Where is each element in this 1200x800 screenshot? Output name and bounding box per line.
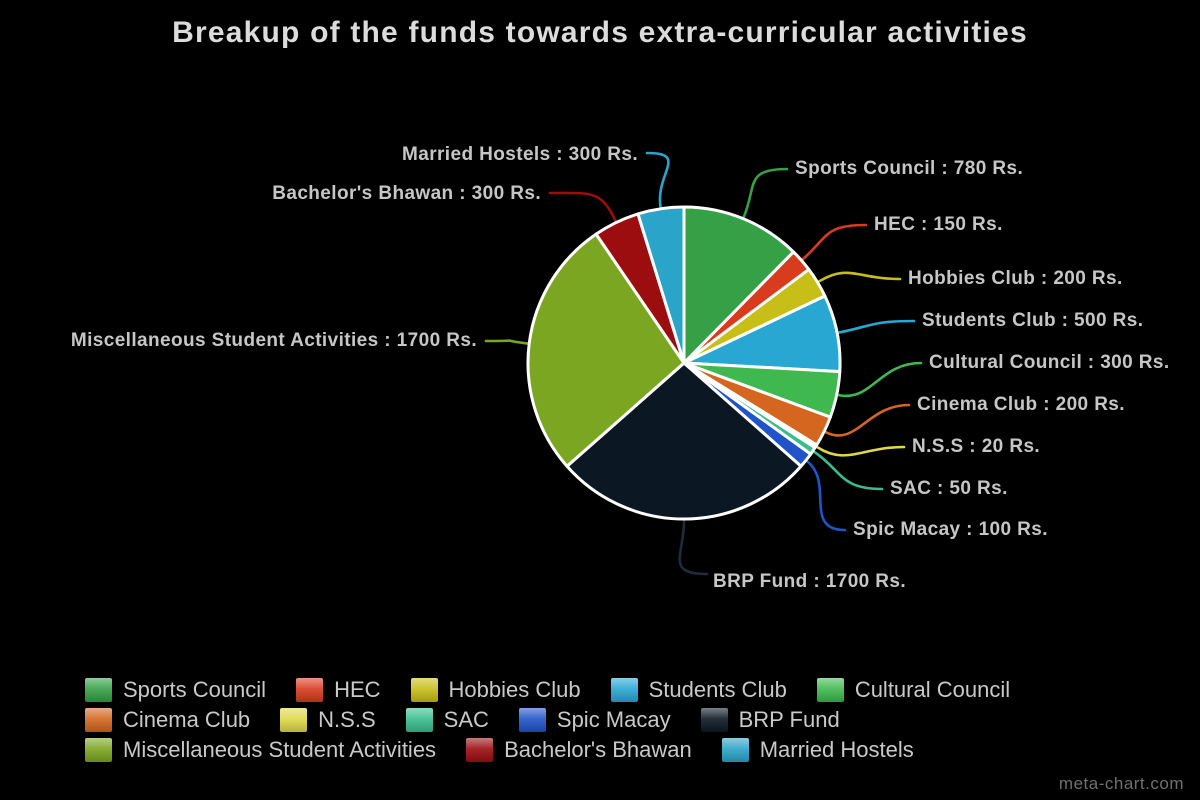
legend-item-students-club: Students Club: [610, 677, 787, 703]
legend-swatch-brp-fund: [700, 708, 728, 732]
callout-brp-fund: BRP Fund : 1700 Rs.: [713, 571, 907, 592]
legend-label-cinema-club: Cinema Club: [123, 707, 251, 732]
legend-item-brp-fund: BRP Fund: [700, 707, 840, 733]
leader-line-bachelor-s-bhawan: [548, 191, 617, 222]
legend-item-married-hostels: Married Hostels: [721, 737, 914, 763]
legend-label-hec: HEC: [334, 677, 381, 702]
legend-swatch-spic-macay: [518, 708, 546, 732]
leader-line-hobbies-club: [817, 271, 902, 283]
leader-line-sac: [813, 450, 884, 491]
legend-swatch-miscellaneous-student-activities: [85, 738, 112, 762]
pie-slice-married-hostels: [636, 205, 686, 365]
callout-cinema-club: Cinema Club : 200 Rs.: [917, 394, 1125, 415]
leader-line-spic-macay: [806, 460, 847, 532]
legend-label-bachelor-s-bhawan: Bachelor's Bhawan: [504, 737, 692, 762]
legend-row-1: Sports Council HEC Hobbies Club Students Cl…: [85, 677, 1010, 703]
callout-spic-macay: Spic Macay : 100 Rs.: [853, 519, 1048, 540]
leader-line-sports-council: [742, 167, 789, 219]
leader-line-students-club: [837, 319, 916, 334]
callout-miscellaneous-student-activities: Miscellaneous Student Activities : 1700 …: [70, 330, 477, 351]
callout-married-hostels: Married Hostels : 300 Rs.: [402, 144, 638, 165]
legend-label-miscellaneous-student-activities: Miscellaneous Student Activities: [123, 737, 437, 762]
legend-label-sports-council: Sports Council: [123, 677, 267, 702]
legend-row-2: Cinema Club N.S.S SAC Spic Macay BRP Fund: [85, 707, 1010, 733]
pie-slice-brp-fund: [565, 361, 803, 521]
leader-line-n-s-s: [816, 445, 906, 457]
legend-swatch-sports-council: [85, 678, 112, 702]
legend-label-hobbies-club: Hobbies Club: [448, 677, 581, 702]
legend-label-n-s-s: N.S.S: [318, 707, 376, 732]
legend-item-sac: SAC: [405, 707, 489, 733]
legend-item-cinema-club: Cinema Club: [85, 707, 250, 733]
legend-swatch-hec: [296, 678, 324, 702]
legend-label-sac: SAC: [443, 707, 489, 732]
legend-item-hec: HEC: [296, 677, 381, 703]
legend-item-n-s-s: N.S.S: [280, 707, 376, 733]
legend-label-cultural-council: Cultural Council: [854, 677, 1011, 702]
legend-label-brp-fund: BRP Fund: [738, 707, 840, 732]
leader-line-hec: [801, 223, 868, 261]
leader-line-cinema-club: [824, 403, 911, 437]
callout-hobbies-club: Hobbies Club : 200 Rs.: [908, 268, 1123, 289]
callout-cultural-council: Cultural Council : 300 Rs.: [929, 352, 1170, 373]
legend-swatch-n-s-s: [280, 708, 308, 732]
callout-hec: HEC : 150 Rs.: [874, 214, 1003, 235]
legend-item-hobbies-club: Hobbies Club: [410, 677, 581, 703]
callout-sports-council: Sports Council : 780 Rs.: [795, 158, 1024, 179]
legend-item-spic-macay: Spic Macay: [518, 707, 671, 733]
chart-title: Breakup of the funds towards extra-curri…: [172, 16, 1028, 49]
legend-swatch-sac: [405, 708, 433, 732]
legend-item-sports-council: Sports Council: [85, 677, 266, 703]
pie-slice-sports-council: [682, 205, 795, 365]
legend-swatch-married-hostels: [721, 738, 749, 762]
legend-swatch-cultural-council: [816, 678, 844, 702]
watermark: meta-chart.com: [1058, 774, 1184, 793]
legend-label-spic-macay: Spic Macay: [556, 707, 671, 732]
legend-row-3: Miscellaneous Student Activities Bachelor…: [85, 737, 1010, 763]
legend-item-bachelor-s-bhawan: Bachelor's Bhawan: [466, 737, 692, 763]
legend-swatch-students-club: [610, 678, 638, 702]
callout-students-club: Students Club : 500 Rs.: [922, 310, 1144, 331]
leader-line-brp-fund: [678, 519, 709, 576]
pie-slice-miscellaneous-student-activities: [526, 232, 686, 468]
legend-swatch-bachelor-s-bhawan: [466, 738, 494, 762]
leader-line-cultural-council: [837, 361, 923, 398]
legend-item-cultural-council: Cultural Council: [816, 677, 1011, 703]
leader-lines-group: [484, 151, 923, 576]
legend-swatch-cinema-club: [85, 708, 112, 732]
legend-item-miscellaneous-student-activities: Miscellaneous Student Activities: [85, 737, 436, 763]
pie-slices-group: [526, 205, 842, 521]
callout-bachelor-s-bhawan: Bachelor's Bhawan : 300 Rs.: [272, 183, 541, 204]
callout-n-s-s: N.S.S : 20 Rs.: [912, 436, 1041, 457]
legend-label-students-club: Students Club: [648, 677, 787, 702]
legend: Sports Council HEC Hobbies Club Students Cl…: [85, 677, 1010, 763]
legend-label-married-hostels: Married Hostels: [759, 737, 914, 762]
legend-swatch-hobbies-club: [410, 678, 438, 702]
leader-line-miscellaneous-student-activities: [484, 339, 529, 345]
callout-sac: SAC : 50 Rs.: [890, 478, 1008, 499]
leader-line-married-hostels: [645, 151, 670, 209]
